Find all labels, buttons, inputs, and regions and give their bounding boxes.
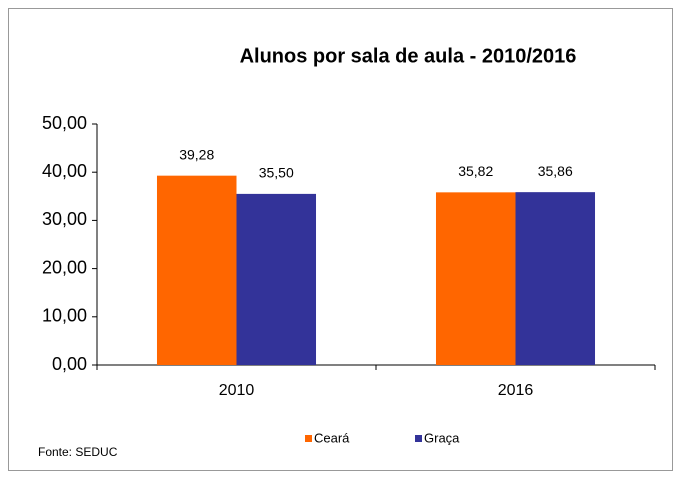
chart-title: Alunos por sala de aula - 2010/2016 <box>240 45 577 67</box>
x-tick-label: 2010 <box>219 382 255 399</box>
bar <box>236 193 317 365</box>
x-tick-label: 2016 <box>498 382 534 399</box>
legend-label: Graça <box>424 430 460 445</box>
y-tick-label: 20,00 <box>42 257 87 277</box>
y-tick-label: 40,00 <box>42 161 87 181</box>
y-tick-label: 30,00 <box>42 209 87 229</box>
legend-swatch <box>305 435 312 442</box>
value-label: 35,50 <box>259 165 294 181</box>
value-label: 35,82 <box>458 163 493 179</box>
bar <box>156 175 237 365</box>
y-tick-label: 50,00 <box>42 113 87 133</box>
legend-label: Ceará <box>314 430 350 445</box>
legend-swatch <box>415 435 422 442</box>
y-tick-label: 0,00 <box>52 354 87 374</box>
bar <box>515 192 596 365</box>
bar <box>435 192 516 365</box>
source-note: Fonte: SEDUC <box>38 445 118 459</box>
value-label: 35,86 <box>538 163 573 179</box>
y-tick-label: 10,00 <box>42 306 87 326</box>
value-label: 39,28 <box>179 146 214 162</box>
